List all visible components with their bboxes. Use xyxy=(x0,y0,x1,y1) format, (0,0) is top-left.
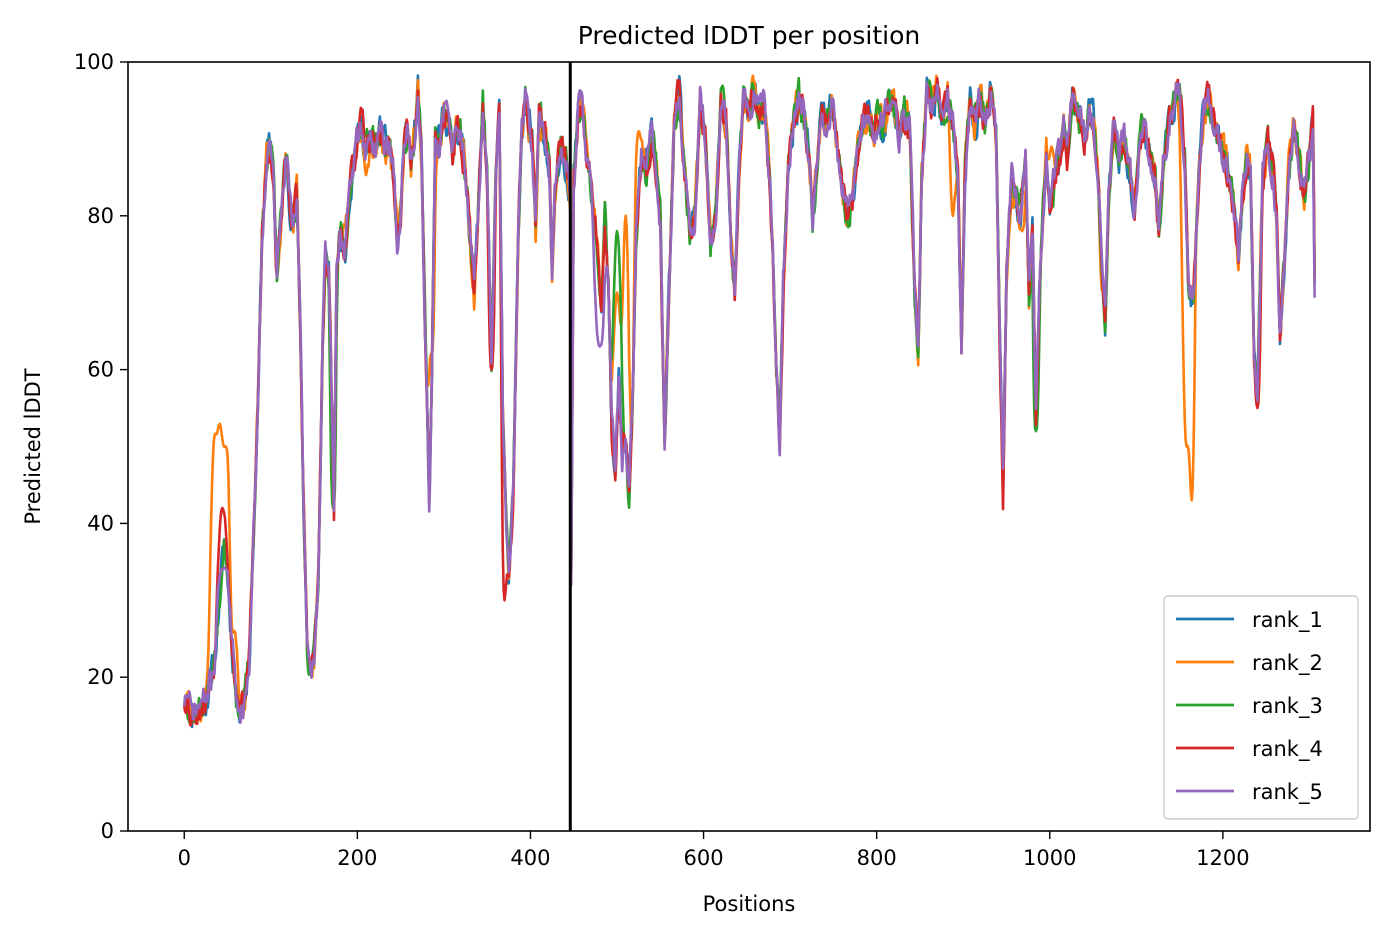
x-tick-label: 200 xyxy=(337,846,377,870)
y-tick-label: 80 xyxy=(87,204,114,228)
legend-label: rank_3 xyxy=(1252,694,1323,719)
y-tick-label: 40 xyxy=(87,511,114,535)
legend-label: rank_1 xyxy=(1252,608,1323,633)
legend-label: rank_4 xyxy=(1252,737,1323,762)
x-tick-label: 400 xyxy=(510,846,550,870)
x-tick-label: 0 xyxy=(178,846,191,870)
x-tick-label: 1000 xyxy=(1023,846,1076,870)
legend: rank_1 rank_2 rank_3 rank_4 rank_5 xyxy=(1163,595,1359,820)
series-line-rank-4 xyxy=(182,76,1316,727)
y-tick-label: 100 xyxy=(74,50,114,74)
x-tick-label: 800 xyxy=(857,846,897,870)
y-axis-title: Predicted lDDT xyxy=(21,368,45,524)
x-axis: 0 200 400 600 800 1000 1200 xyxy=(178,831,1250,870)
y-tick-label: 0 xyxy=(101,819,114,843)
y-tick-label: 20 xyxy=(87,665,114,689)
x-tick-label: 1200 xyxy=(1196,846,1249,870)
chart-title: Predicted lDDT per position xyxy=(578,21,920,50)
legend-box xyxy=(1163,595,1359,820)
series-line-rank-5 xyxy=(182,81,1316,724)
series-layer xyxy=(182,74,1316,729)
plot-frame xyxy=(127,61,1371,832)
y-tick-label: 60 xyxy=(87,358,114,382)
y-axis: 0 20 40 60 80 100 xyxy=(74,50,128,843)
x-axis-title: Positions xyxy=(703,892,796,916)
legend-label: rank_5 xyxy=(1252,780,1323,805)
chart-title-group: Predicted lDDT per position xyxy=(578,21,920,50)
legend-label: rank_2 xyxy=(1252,651,1323,676)
x-tick-label: 600 xyxy=(684,846,724,870)
